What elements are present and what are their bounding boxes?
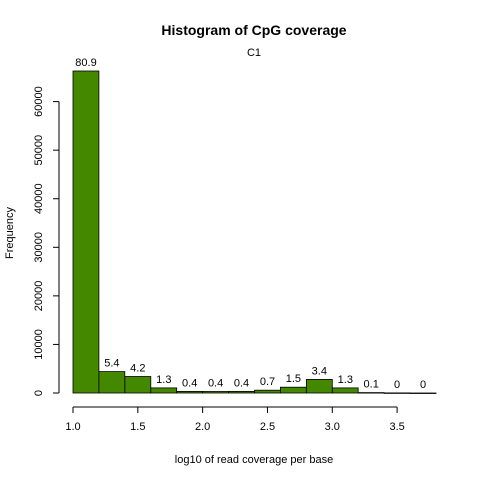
histogram-bar — [150, 387, 178, 394]
bar-value-label: 4.2 — [130, 363, 145, 375]
bar-value-label: 0.4 — [182, 377, 197, 389]
chart-subtitle: C1 — [247, 47, 261, 59]
histogram-bar — [357, 392, 385, 394]
y-tick-label: 10000 — [33, 329, 45, 360]
histogram-bar — [331, 387, 359, 394]
histogram-bar — [176, 390, 203, 394]
x-tick-label: 3.5 — [389, 421, 404, 433]
histogram-bar — [409, 392, 437, 394]
y-axis-label: Frequency — [4, 207, 16, 259]
histogram-bar — [279, 386, 307, 394]
y-tick-label: 0 — [33, 390, 45, 396]
bar-value-label: 1.3 — [338, 374, 353, 386]
chart-title: Histogram of CpG coverage — [161, 22, 346, 38]
bar-value-label: 0.4 — [234, 377, 249, 389]
x-tick-label: 1.5 — [130, 421, 145, 433]
x-tick-label: 3.0 — [325, 421, 340, 433]
y-tick-label: 40000 — [33, 183, 45, 214]
bar-value-label: 0.1 — [364, 379, 379, 391]
x-tick-label: 1.0 — [65, 421, 80, 433]
y-tick-label: 60000 — [33, 86, 45, 117]
bars-group — [72, 70, 437, 394]
histogram-bar — [202, 391, 229, 394]
bar-value-label: 0 — [394, 379, 400, 391]
x-tick-label: 2.5 — [260, 421, 275, 433]
histogram-bar — [124, 376, 152, 394]
histogram-bar — [228, 390, 255, 394]
bar-value-label: 1.5 — [286, 373, 301, 385]
histogram-bar — [98, 371, 126, 394]
y-tick-label: 50000 — [33, 135, 45, 166]
bar-value-label: 3.4 — [312, 365, 327, 377]
y-tick-label: 20000 — [33, 281, 45, 312]
histogram-bar — [254, 389, 281, 394]
bar-value-label: 0.7 — [260, 376, 275, 388]
x-axis-label: log10 of read coverage per base — [175, 454, 333, 466]
bar-value-label: 0 — [420, 379, 426, 391]
histogram-bar — [305, 378, 333, 394]
bar-value-label: 80.9 — [75, 57, 96, 69]
x-tick-label: 2.0 — [195, 421, 210, 433]
bar-labels-group: 80.9 5.4 4.2 1.3 0.4 0.4 0.4 0.7 1.5 3.4 1.3 0.1 0 0 — [75, 57, 426, 391]
bar-value-label: 5.4 — [104, 358, 119, 370]
histogram-bar — [383, 392, 411, 394]
bar-value-label: 1.3 — [156, 374, 171, 386]
y-axis: 0 10000 20000 30000 40000 50000 60000 — [33, 86, 60, 396]
bar-value-label: 0.4 — [208, 378, 223, 390]
x-axis: 1.0 1.5 2.0 2.5 3.0 3.5 — [65, 406, 405, 433]
histogram-bar — [72, 70, 100, 394]
y-tick-label: 30000 — [33, 232, 45, 263]
